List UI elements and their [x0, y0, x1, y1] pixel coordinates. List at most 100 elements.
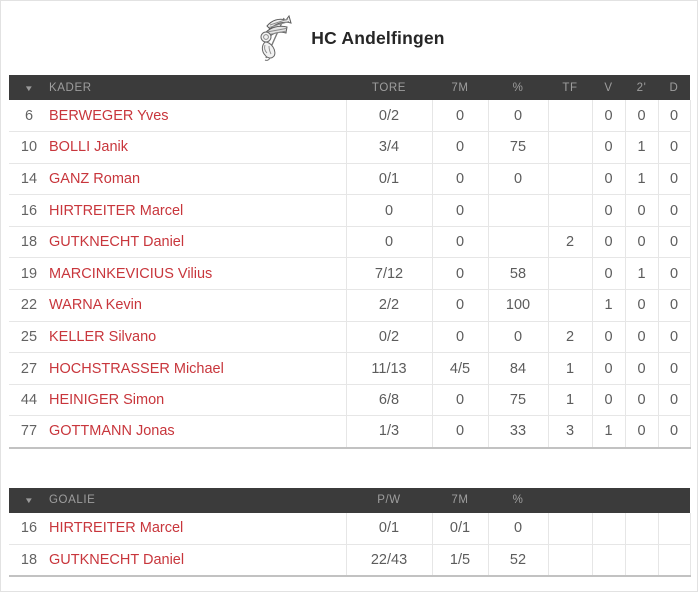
- stat-cell: 0: [658, 100, 691, 133]
- player-number: 19: [9, 257, 49, 291]
- stat-cell: 0: [658, 226, 691, 259]
- player-name-link[interactable]: HIRTREITER Marcel: [49, 512, 347, 545]
- stat-cell: 0: [625, 415, 659, 449]
- player-name-link[interactable]: HEINIGER Simon: [49, 384, 347, 417]
- goalie-table: ▼ GOALIE P/W 7M% 16 HIRTREITER Marcel 0/1 0/1 0…: [9, 487, 691, 577]
- tables-area: ▼ KADER TORE 7M% TF V 2' D 6 BERWEGER Yves 0/2 0 0 0…: [1, 75, 697, 577]
- stat-cell: 1/5: [432, 544, 489, 577]
- stat-cell: 0: [432, 257, 489, 291]
- column-header-empty: [658, 487, 690, 513]
- stat-cell: 2/2: [346, 289, 433, 322]
- stat-cell: 0: [432, 100, 489, 133]
- stat-cell: 0: [658, 131, 691, 164]
- stat-cell: [548, 131, 593, 164]
- stat-cell: 1: [592, 415, 626, 449]
- stat-cell: 0: [432, 289, 489, 322]
- stat-cell: 0: [658, 163, 691, 196]
- player-number: 16: [9, 512, 49, 545]
- stat-cell: 0: [625, 289, 659, 322]
- player-name-link[interactable]: BOLLI Janik: [49, 131, 347, 164]
- stat-cell: 58: [488, 257, 549, 291]
- stat-cell: 0/2: [346, 321, 433, 354]
- stat-cell: 0: [592, 100, 626, 133]
- stat-cell: 0: [658, 384, 691, 417]
- stat-cell: [592, 544, 626, 577]
- stat-cell: 0: [592, 194, 626, 227]
- table-row: 18 GUTKNECHT Daniel 0 0 2 0 0 0: [9, 226, 691, 259]
- column-header-tore: TORE: [346, 75, 432, 100]
- stat-cell: 0: [592, 226, 626, 259]
- table-row: 18 GUTKNECHT Daniel 22/43 1/5 52: [9, 544, 691, 577]
- stat-cell: 0: [346, 194, 433, 227]
- player-name-link[interactable]: MARCINKEVICIUS Vilius: [49, 257, 347, 291]
- stat-cell: 75: [488, 384, 549, 417]
- stat-cell: 0: [658, 321, 691, 354]
- stat-cell: 1: [548, 352, 593, 385]
- player-name-link[interactable]: BERWEGER Yves: [49, 100, 347, 133]
- stat-cell: [488, 226, 549, 259]
- column-header-: %: [488, 75, 548, 100]
- roster-header-row: ▼ KADER TORE 7M% TF V 2' D: [9, 75, 690, 100]
- stat-cell: 0: [592, 131, 626, 164]
- player-name-link[interactable]: GANZ Roman: [49, 163, 347, 196]
- stat-cell: 0: [658, 257, 691, 291]
- stat-cell: 0: [346, 226, 433, 259]
- stat-cell: 0: [432, 194, 489, 227]
- stat-cell: 1: [592, 289, 626, 322]
- stat-cell: [548, 194, 593, 227]
- stat-cell: [625, 544, 659, 577]
- stat-cell: 0/1: [346, 163, 433, 196]
- stat-cell: 0: [625, 226, 659, 259]
- table-row: 10 BOLLI Janik 3/4 0 75 0 1 0: [9, 131, 691, 164]
- stat-cell: 0: [488, 512, 549, 545]
- stat-cell: [548, 257, 593, 291]
- stat-cell: [548, 163, 593, 196]
- stat-cell: 0: [658, 194, 691, 227]
- column-header-tf: TF: [548, 75, 592, 100]
- column-header-7m: 7M: [432, 75, 488, 100]
- sort-dropdown-icon[interactable]: ▼: [23, 83, 35, 93]
- stat-cell: 0: [625, 352, 659, 385]
- stat-cell: 0: [592, 352, 626, 385]
- stat-cell: [548, 289, 593, 322]
- stat-cell: 0: [432, 226, 489, 259]
- player-name-link[interactable]: GUTKNECHT Daniel: [49, 226, 347, 259]
- player-number: 18: [9, 226, 49, 259]
- stat-cell: 4/5: [432, 352, 489, 385]
- stat-cell: 7/12: [346, 257, 433, 291]
- stat-cell: [548, 544, 593, 577]
- column-header-kader: KADER: [49, 75, 346, 100]
- column-header-v: V: [592, 75, 625, 100]
- club-crest-icon: [260, 14, 293, 61]
- stat-cell: 52: [488, 544, 549, 577]
- player-name-link[interactable]: GUTKNECHT Daniel: [49, 544, 347, 577]
- stat-cell: 0: [432, 163, 489, 196]
- player-name-link[interactable]: GOTTMANN Jonas: [49, 415, 347, 449]
- player-name-link[interactable]: HIRTREITER Marcel: [49, 194, 347, 227]
- stat-cell: 11/13: [346, 352, 433, 385]
- table-row: 16 HIRTREITER Marcel 0/1 0/1 0: [9, 512, 691, 545]
- sort-dropdown-icon[interactable]: ▼: [23, 496, 35, 506]
- player-name-link[interactable]: KELLER Silvano: [49, 321, 347, 354]
- club-header: HC Andelfingen: [1, 1, 697, 75]
- table-row: 27 HOCHSTRASSER Michael 11/13 4/5 84 1 0 0 0: [9, 352, 691, 385]
- stat-cell: 33: [488, 415, 549, 449]
- stat-cell: 0: [625, 194, 659, 227]
- column-header-: %: [488, 487, 548, 513]
- column-header-goalie: GOALIE: [49, 487, 346, 513]
- stat-cell: 0: [592, 321, 626, 354]
- stat-cell: 0: [432, 415, 489, 449]
- table-row: 25 KELLER Silvano 0/2 0 0 2 0 0 0: [9, 321, 691, 354]
- stat-cell: 1: [548, 384, 593, 417]
- stat-cell: [658, 512, 691, 545]
- table-row: 6 BERWEGER Yves 0/2 0 0 0 0 0: [9, 100, 691, 133]
- stat-cell: 0: [658, 415, 691, 449]
- stat-cell: 0: [488, 163, 549, 196]
- player-name-link[interactable]: WARNA Kevin: [49, 289, 347, 322]
- column-header-sort: ▼: [9, 487, 49, 513]
- stat-cell: 0: [488, 100, 549, 133]
- stat-cell: 0/1: [346, 512, 433, 545]
- table-row: 22 WARNA Kevin 2/2 0 100 1 0 0: [9, 289, 691, 322]
- player-name-link[interactable]: HOCHSTRASSER Michael: [49, 352, 347, 385]
